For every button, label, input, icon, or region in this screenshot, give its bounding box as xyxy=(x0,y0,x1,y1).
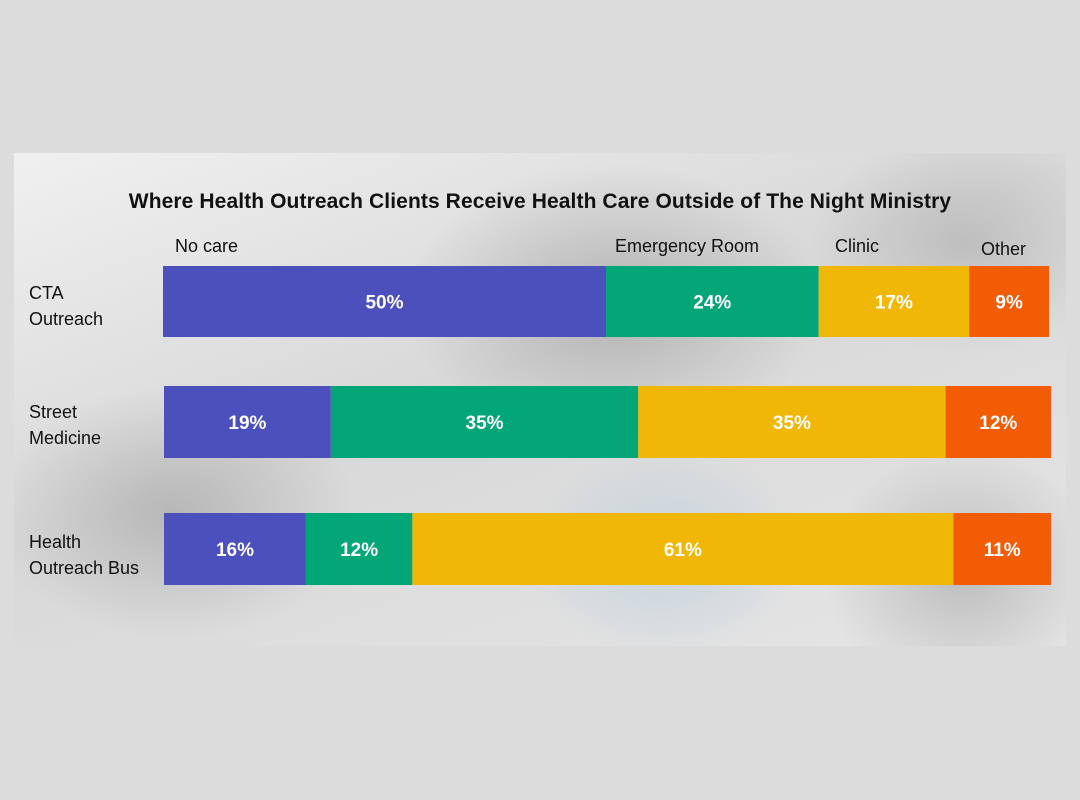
row-label-line: Street xyxy=(29,402,78,422)
row-label-line: Outreach Bus xyxy=(29,558,140,578)
bar-segment-emergency-room xyxy=(330,386,639,458)
data-label-other: 12% xyxy=(979,413,1017,434)
bar-segment-other xyxy=(969,266,1049,337)
data-label-no-care: 19% xyxy=(228,413,266,434)
row-label-street-medicine: Street Medicine xyxy=(29,399,101,451)
bar-segment-no-care xyxy=(164,513,306,585)
bar-segment-other xyxy=(953,513,1051,585)
bar-segment-emergency-room xyxy=(606,266,819,337)
data-label-other: 9% xyxy=(995,293,1023,314)
row-label-line: CTA xyxy=(29,283,64,303)
data-label-no-care: 16% xyxy=(216,540,254,561)
bar-row-cta-outreach: 50% 24% 17% 9% xyxy=(163,266,1049,337)
chart-title: Where Health Outreach Clients Receive He… xyxy=(128,190,952,213)
bar-segment-clinic xyxy=(818,266,970,337)
bar-segment-emergency-room xyxy=(305,513,413,585)
data-label-clinic: 61% xyxy=(664,540,702,561)
bar-segment-no-care xyxy=(163,266,606,337)
legend-clinic: Clinic xyxy=(835,236,880,256)
bar-segment-no-care xyxy=(164,386,331,458)
data-label-emergency-room: 12% xyxy=(340,540,378,561)
row-label-cta-outreach: CTA Outreach xyxy=(29,280,103,332)
data-label-clinic: 35% xyxy=(773,413,811,434)
legend-emergency-room: Emergency Room xyxy=(615,236,760,256)
bar-row-street-medicine: 19% 35% 35% 12% xyxy=(164,386,1051,458)
legend-other: Other xyxy=(981,239,1027,259)
bar-segment-clinic xyxy=(412,513,954,585)
data-label-emergency-room: 24% xyxy=(693,293,731,314)
row-label-health-outreach-bus: Health Outreach Bus xyxy=(29,529,139,581)
bar-row-health-outreach-bus: 16% 12% 61% 11% xyxy=(164,513,1051,585)
bar-segment-other xyxy=(945,386,1051,458)
row-label-line: Health xyxy=(29,532,82,552)
bar-segment-clinic xyxy=(638,386,946,458)
data-label-other: 11% xyxy=(984,540,1021,561)
row-label-line: Medicine xyxy=(29,428,102,448)
legend-no-care: No care xyxy=(175,236,239,256)
row-label-line: Outreach xyxy=(29,309,104,329)
data-label-clinic: 17% xyxy=(875,293,913,314)
data-label-emergency-room: 35% xyxy=(466,413,504,434)
data-label-no-care: 50% xyxy=(365,293,403,314)
